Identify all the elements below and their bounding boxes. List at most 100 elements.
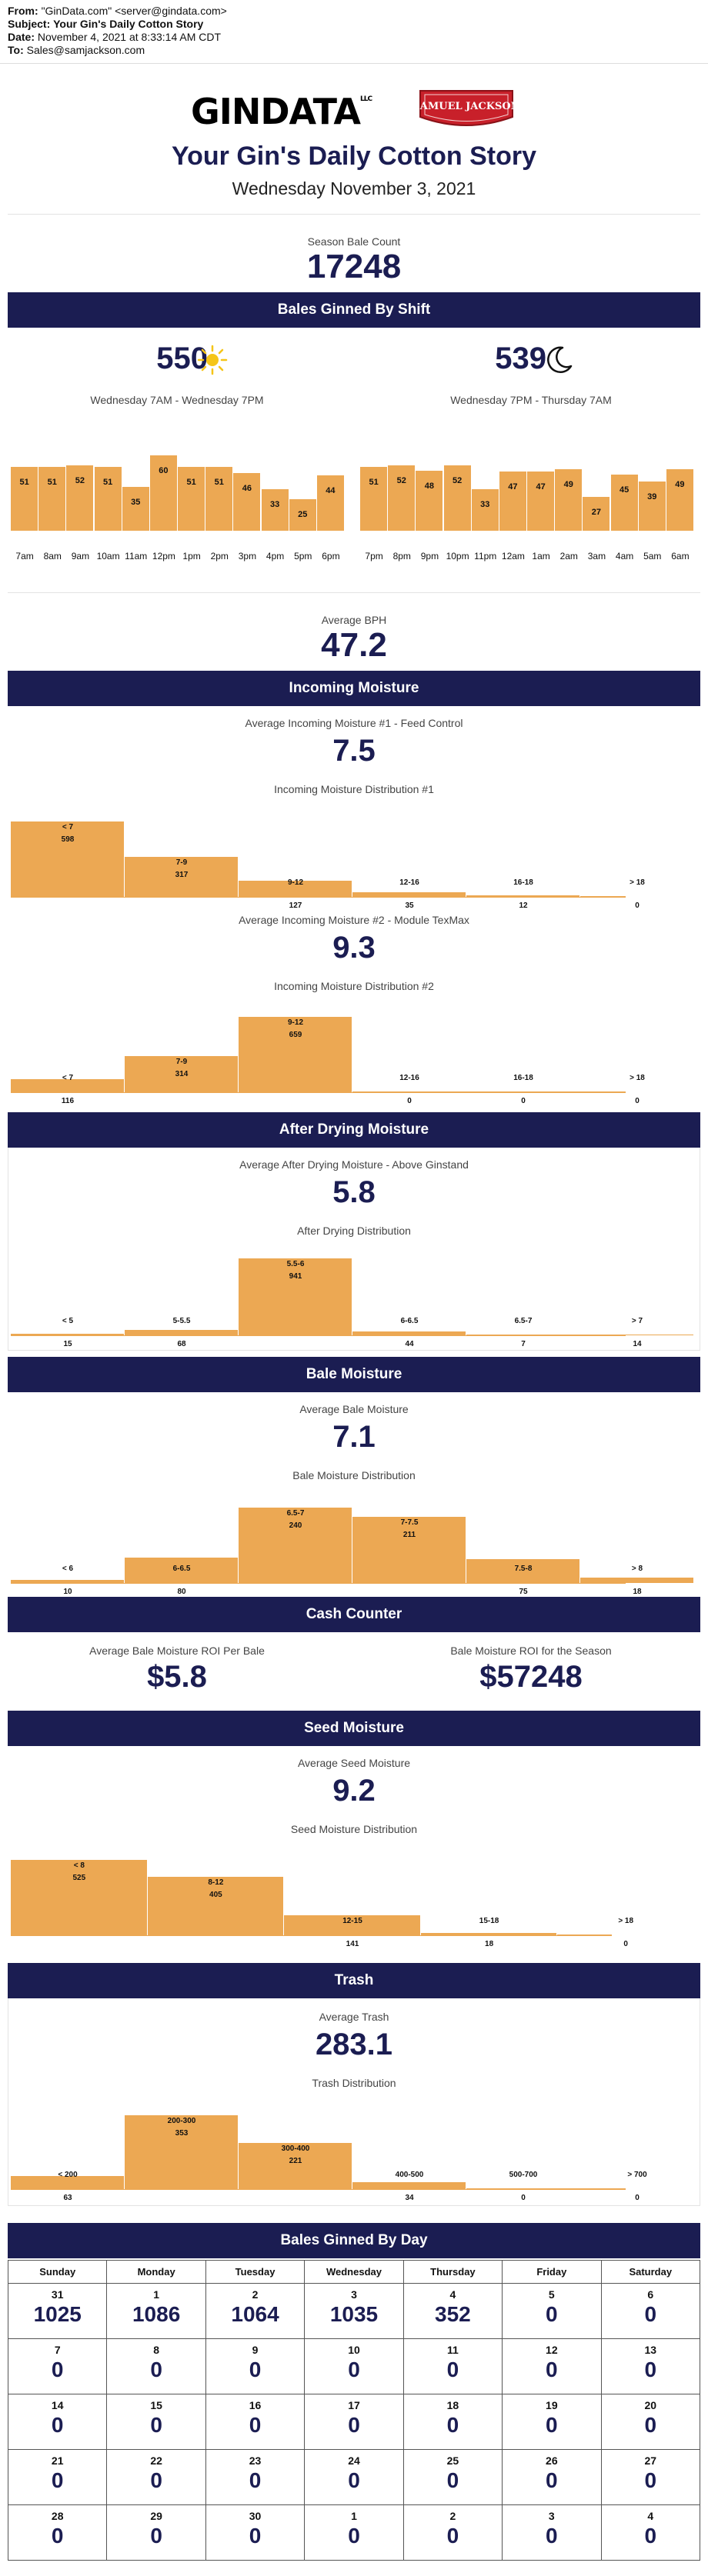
night-shift-hour-label: 9pm [420, 551, 439, 562]
trash-bin-value: 0 [521, 2194, 526, 2202]
calendar-week-row: 28 0 29 0 30 0 1 0 2 0 3 0 4 0 [7, 2504, 701, 2561]
calendar-day-bales: 0 [348, 2524, 360, 2548]
calendar-day-bales: 0 [644, 2524, 657, 2548]
day-shift-hour-label: 9am [71, 551, 90, 562]
sun-icon [197, 345, 228, 375]
day-shift-total: 550 [156, 342, 208, 375]
day-shift-bar-value: 35 [131, 497, 141, 507]
incoming2-baseline [11, 1091, 626, 1093]
trash-dist-label: Trash Distribution [312, 2077, 396, 2089]
calendar-day-number: 6 [647, 2288, 654, 2301]
section-header-calendar: Bales Ginned By Day [8, 2223, 700, 2258]
day-shift-bar: 25 [289, 499, 317, 531]
drying-section-box [8, 1148, 700, 1351]
seed-bin-value: 525 [72, 1874, 86, 1882]
calendar-day-number: 3 [548, 2510, 555, 2522]
calendar-day-number: 13 [644, 2344, 657, 2356]
calendar-day-number: 24 [348, 2454, 360, 2467]
svg-text:SAMUEL JACKSON: SAMUEL JACKSON [416, 101, 517, 112]
calendar-day-bales: 0 [546, 2413, 558, 2437]
bale-bin-label: 6.5-7 [286, 1509, 305, 1518]
night-shift-bar: 33 [471, 489, 499, 531]
incoming1-bin-label: 7-9 [175, 858, 188, 868]
incoming2-bin-value: 0 [521, 1097, 526, 1105]
incoming1-bin-label: 9-12 [287, 878, 303, 887]
trash-bin-label: 300-400 [281, 2144, 310, 2153]
to-value[interactable]: Sales@samjackson.com [26, 44, 145, 56]
calendar-day-bales: 0 [446, 2524, 459, 2548]
calendar-day-bales: 0 [348, 2413, 360, 2437]
drying-bin-label: 6-6.5 [400, 1317, 419, 1325]
section-header-trash: Trash [8, 1963, 700, 1998]
calendar-day-number: 18 [446, 2399, 459, 2411]
calendar-day-number: 31 [51, 2288, 64, 2301]
section-header-shift: Bales Ginned By Shift [8, 292, 700, 328]
day-shift-bar: 52 [66, 465, 95, 531]
drying-bin-value: 941 [289, 1272, 302, 1281]
bale-bin-label: 7.5-8 [514, 1565, 533, 1573]
calendar-day-bales: 0 [51, 2468, 64, 2492]
calendar-day-cell: 21 0 [7, 2449, 108, 2505]
incoming2-bin-value: 0 [635, 1097, 640, 1105]
night-shift-hour-label: 4am [615, 551, 634, 562]
night-shift-bar-value: 51 [369, 477, 379, 487]
calendar-day-cell: 15 0 [106, 2394, 206, 2450]
cash-per-bale-value: $5.8 [147, 1660, 207, 1694]
calendar-day-number: 12 [546, 2344, 558, 2356]
seed-bin-label: > 18 [618, 1917, 634, 1925]
seed-bin-value: 0 [623, 1940, 628, 1948]
calendar-day-number: 1 [351, 2510, 357, 2522]
calendar-weekday: Sunday [7, 2260, 108, 2284]
night-shift-bar: 52 [388, 465, 416, 531]
calendar-week-row: 14 0 15 0 16 0 17 0 18 0 19 0 20 0 [7, 2394, 701, 2450]
incoming2-bar [239, 1017, 352, 1092]
calendar-day-cell: 4 352 [402, 2283, 503, 2339]
calendar-weekday: Monday [106, 2260, 206, 2284]
day-shift-hour-label: 6pm [322, 551, 340, 562]
calendar-day-bales: 0 [446, 2468, 459, 2492]
gindata-logo[interactable]: GINDATALLC [191, 91, 372, 132]
night-shift-bar: 49 [666, 468, 694, 531]
night-shift-hour-label: 12am [501, 551, 525, 562]
calendar-day-cell: 23 0 [205, 2449, 306, 2505]
calendar-day-cell: 14 0 [7, 2394, 108, 2450]
calendar-day-bales: 0 [546, 2524, 558, 2548]
bale-bin-value: 75 [519, 1588, 528, 1596]
incoming1-bar [11, 821, 125, 897]
calendar-day-bales: 0 [644, 2468, 657, 2492]
day-shift-bar-value: 51 [47, 477, 57, 487]
incoming1-bin-value: 0 [635, 901, 640, 910]
calendar-day-number: 10 [348, 2344, 360, 2356]
from-value[interactable]: "GinData.com" <server@gindata.com> [41, 5, 227, 17]
calendar-day-number: 20 [644, 2399, 657, 2411]
incoming-avg1-label: Average Incoming Moisture #1 - Feed Cont… [245, 717, 463, 729]
calendar-weekday: Tuesday [205, 2260, 306, 2284]
calendar-day-bales: 0 [150, 2524, 162, 2548]
night-shift-hour-label: 6am [671, 551, 690, 562]
night-shift-bar-value: 27 [591, 507, 602, 517]
samjackson-logo[interactable]: SAMUEL JACKSON [416, 89, 517, 128]
incoming1-bin-label: < 7 [62, 823, 74, 831]
day-shift-bar: 46 [233, 472, 262, 531]
section-header-seed: Seed Moisture [8, 1711, 700, 1746]
night-shift-bar: 51 [360, 466, 389, 531]
logo-row: GINDATALLC SAMUEL JACKSON [0, 86, 708, 132]
calendar-day-number: 30 [249, 2510, 262, 2522]
night-shift-bar: 47 [527, 472, 556, 531]
incoming1-bar [239, 881, 352, 897]
calendar-day-number: 5 [548, 2288, 555, 2301]
calendar-day-bales: 0 [348, 2468, 360, 2492]
calendar-day-number: 29 [150, 2510, 162, 2522]
drying-bar [11, 1334, 125, 1335]
calendar-day-cell: 28 0 [7, 2504, 108, 2561]
drying-dist-label: After Drying Distribution [297, 1225, 411, 1237]
bale-bar [466, 1559, 580, 1583]
incoming2-bin-label: < 7 [62, 1074, 74, 1082]
bale-bin-value: 211 [402, 1530, 416, 1539]
night-shift-hour-label: 2am [559, 551, 578, 562]
day-shift-hour-label: 10am [96, 551, 120, 562]
calendar-day-number: 17 [348, 2399, 360, 2411]
trash-bin-value: 221 [289, 2156, 302, 2165]
drying-bin-label: 6.5-7 [514, 1317, 533, 1325]
